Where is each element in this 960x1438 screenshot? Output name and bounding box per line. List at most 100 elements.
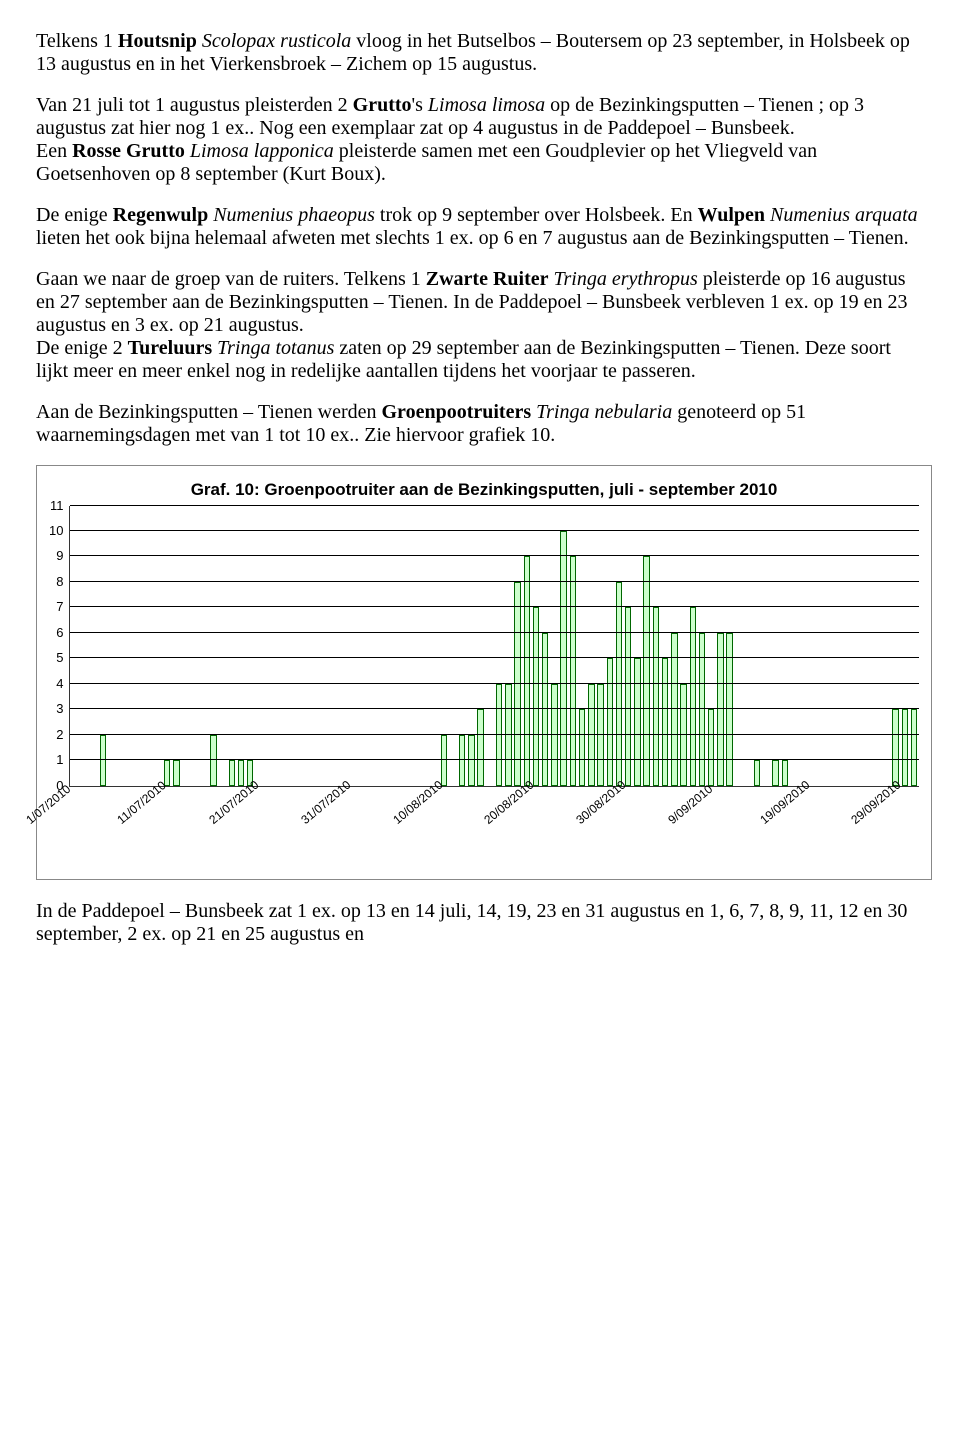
bar-slot <box>89 506 98 786</box>
bar-slot <box>909 506 918 786</box>
bar-slot <box>476 506 485 786</box>
bar <box>671 633 677 786</box>
bar-slot <box>762 506 771 786</box>
bar-slot <box>458 506 467 786</box>
paragraph-1: Telkens 1 Houtsnip Scolopax rusticola vl… <box>36 30 924 76</box>
bar <box>542 633 548 786</box>
bar-slot <box>605 506 614 786</box>
bar <box>616 582 622 786</box>
bar-slot <box>651 506 660 786</box>
bar-slot <box>292 506 301 786</box>
bar-slot <box>430 506 439 786</box>
bar <box>441 735 447 786</box>
bar <box>164 760 170 785</box>
bar <box>754 760 760 785</box>
bar-slot <box>854 506 863 786</box>
bar-slot <box>614 506 623 786</box>
x-tick-label: 9/09/2010 <box>666 782 716 827</box>
bar <box>173 760 179 785</box>
bar-slot <box>80 506 89 786</box>
bar-slot <box>550 506 559 786</box>
bar-slot <box>568 506 577 786</box>
bar-slot <box>200 506 209 786</box>
bar <box>477 709 483 785</box>
bar <box>524 556 530 785</box>
bar-slot <box>421 506 430 786</box>
grid-line <box>70 657 919 658</box>
bar-slot <box>319 506 328 786</box>
bar-slot <box>900 506 909 786</box>
bar-slot <box>799 506 808 786</box>
bar <box>560 531 566 786</box>
chart-container: Graf. 10: Groenpootruiter aan de Bezinki… <box>36 465 932 880</box>
bar-slot <box>70 506 79 786</box>
bar-slot <box>743 506 752 786</box>
bar <box>699 633 705 786</box>
bar <box>772 760 778 785</box>
grid-line <box>70 581 919 582</box>
bar-slot <box>439 506 448 786</box>
chart-y-axis: 01234567891011 <box>49 506 69 786</box>
bar <box>579 709 585 785</box>
bar-slot <box>329 506 338 786</box>
chart-plot <box>69 506 919 787</box>
bar <box>597 684 603 786</box>
paragraph-5: Aan de Bezinkingsputten – Tienen werden … <box>36 401 924 447</box>
bar-slot <box>375 506 384 786</box>
chart-x-axis: 1/07/201011/07/201021/07/201031/07/20101… <box>75 795 919 873</box>
bar-slot <box>310 506 319 786</box>
bar-slot <box>209 506 218 786</box>
bar-slot <box>98 506 107 786</box>
bar-slot <box>808 506 817 786</box>
bar-slot <box>541 506 550 786</box>
bar-slot <box>670 506 679 786</box>
grid-line <box>70 632 919 633</box>
bar <box>229 760 235 785</box>
bar-slot <box>402 506 411 786</box>
bar <box>210 735 216 786</box>
bar-slot <box>780 506 789 786</box>
grid-line <box>70 734 919 735</box>
bar-slot <box>771 506 780 786</box>
bar <box>238 760 244 785</box>
bar-slot <box>826 506 835 786</box>
bar-slot <box>273 506 282 786</box>
paragraph-3: De enige Regenwulp Numenius phaeopus tro… <box>36 204 924 250</box>
grid-line <box>70 759 919 760</box>
bar-slot <box>153 506 162 786</box>
chart-area: 01234567891011 <box>49 506 919 787</box>
bar-slot <box>117 506 126 786</box>
bar-slot <box>163 506 172 786</box>
grid-line <box>70 683 919 684</box>
bar <box>662 658 668 785</box>
bar-slot <box>707 506 716 786</box>
bar <box>902 709 908 785</box>
bar-slot <box>863 506 872 786</box>
bar-slot <box>356 506 365 786</box>
bar-slot <box>255 506 264 786</box>
bar <box>496 684 502 786</box>
chart-bars <box>70 506 919 786</box>
bar-slot <box>531 506 540 786</box>
bar-slot <box>365 506 374 786</box>
bar-slot <box>513 506 522 786</box>
bar-slot <box>716 506 725 786</box>
bar-slot <box>578 506 587 786</box>
bar-slot <box>882 506 891 786</box>
bar-slot <box>190 506 199 786</box>
paragraph-2: Van 21 juli tot 1 augustus pleisterden 2… <box>36 94 924 186</box>
bar-slot <box>485 506 494 786</box>
bar <box>514 582 520 786</box>
bar-slot <box>467 506 476 786</box>
bar-slot <box>301 506 310 786</box>
x-tick-label: 1/07/2010 <box>24 782 74 827</box>
bar-slot <box>393 506 402 786</box>
bar-slot <box>135 506 144 786</box>
bar <box>588 684 594 786</box>
bar-slot <box>688 506 697 786</box>
bar <box>680 684 686 786</box>
bar-slot <box>660 506 669 786</box>
bar <box>717 633 723 786</box>
bar-slot <box>679 506 688 786</box>
bar-slot <box>144 506 153 786</box>
